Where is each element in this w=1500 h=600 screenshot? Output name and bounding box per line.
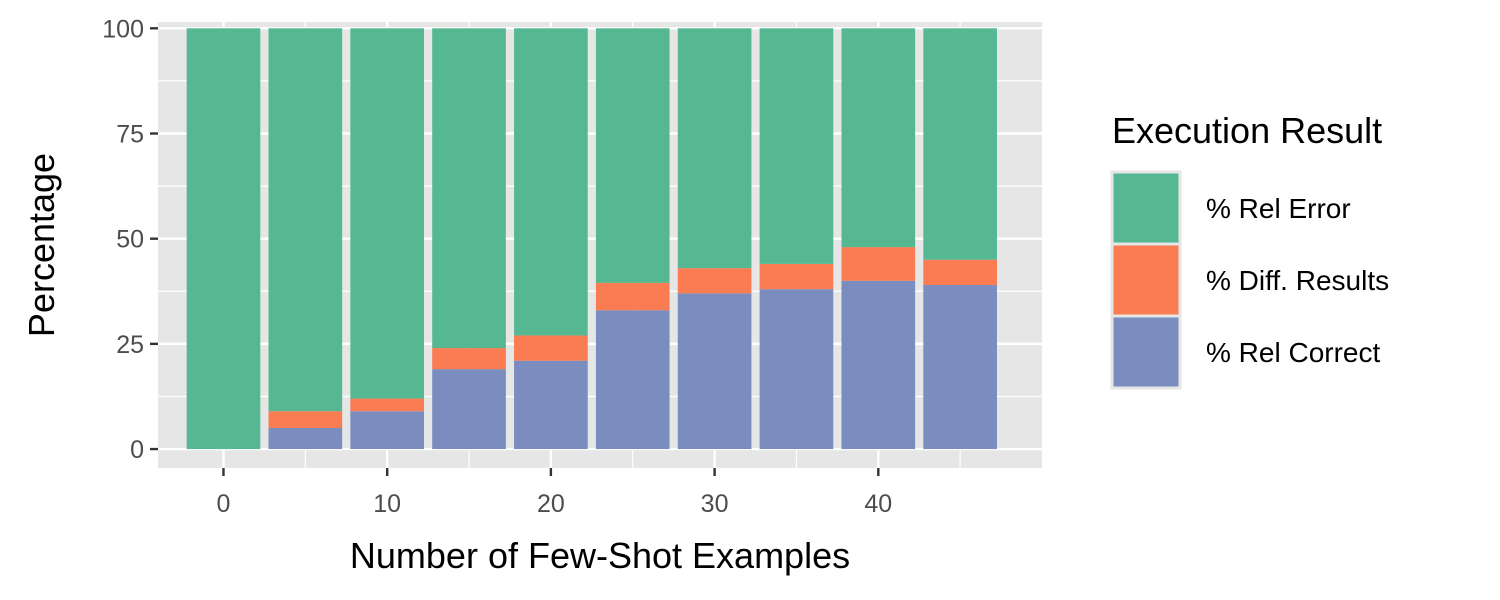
bar-segment [514, 335, 588, 361]
x-axis-title: Number of Few-Shot Examples [350, 535, 850, 576]
legend: Execution Result % Rel Error % Diff. Resu… [1110, 110, 1389, 390]
bar-segment [841, 28, 916, 248]
bar-segment [432, 369, 506, 450]
bar-segment [350, 28, 425, 399]
bar-segment [432, 28, 506, 349]
bar-segment [759, 263, 834, 290]
y-tick-label: 75 [116, 121, 144, 149]
bar-segment [595, 28, 670, 283]
bar-segment [841, 280, 916, 450]
legend-title: Execution Result [1112, 110, 1382, 151]
legend-label: % Diff. Results [1206, 265, 1389, 296]
legend-label: % Rel Correct [1206, 337, 1380, 368]
bar-segment [923, 28, 997, 260]
bar-segment [595, 310, 670, 450]
bar-segment [677, 28, 752, 269]
bar-segment [759, 28, 834, 264]
bar-segment [432, 348, 506, 370]
y-tick-label: 25 [116, 331, 144, 359]
bar-segment [350, 411, 425, 450]
x-tick-label: 40 [864, 490, 892, 518]
bar-segment [677, 268, 752, 294]
legend-key [1110, 242, 1182, 318]
x-tick-label: 30 [701, 490, 729, 518]
bar-segment [350, 398, 425, 412]
legend-key [1110, 170, 1182, 246]
x-tick-label: 20 [537, 490, 565, 518]
x-tick-label: 10 [373, 490, 401, 518]
legend-key [1110, 314, 1182, 390]
y-tick-label: 0 [130, 436, 144, 464]
bar-segment [268, 411, 343, 429]
bar-segment [268, 28, 343, 412]
bar-segment [841, 247, 916, 281]
y-tick-label: 50 [116, 226, 144, 254]
bar-segment [514, 360, 588, 450]
legend-label: % Rel Error [1206, 193, 1351, 224]
x-tick-label: 0 [217, 490, 231, 518]
bar-segment [186, 28, 261, 450]
bar-segment [514, 28, 588, 336]
bar-segment [268, 428, 343, 450]
y-axis-title: Percentage [21, 153, 62, 337]
x-axis: 0 10 20 30 40 [217, 468, 892, 518]
y-tick-label: 100 [102, 15, 144, 43]
bars [186, 28, 997, 450]
y-axis: 0 25 50 75 100 [102, 15, 158, 464]
bar-segment [677, 293, 752, 450]
bar-segment [759, 289, 834, 450]
bar-segment [923, 284, 997, 450]
bar-segment [595, 282, 670, 311]
bar-segment [923, 259, 997, 285]
